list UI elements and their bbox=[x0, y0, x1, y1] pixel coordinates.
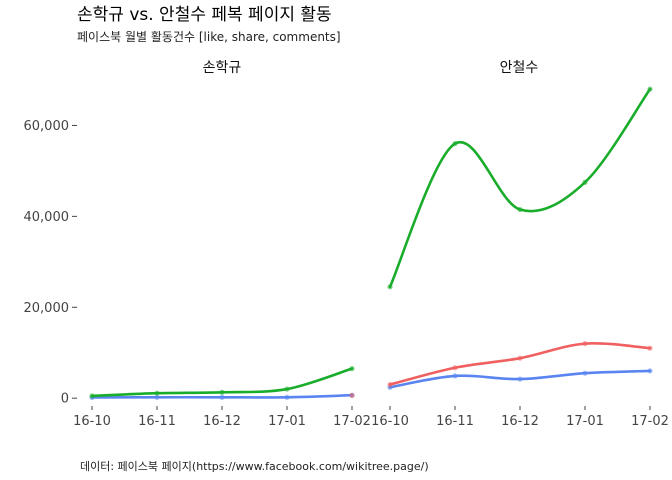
y-tick-label: 20,000 bbox=[24, 301, 70, 316]
data-point-comments bbox=[582, 370, 588, 376]
data-point-share bbox=[517, 355, 523, 361]
series-line-like bbox=[388, 87, 652, 289]
panel-1-label: 손학규 bbox=[203, 60, 242, 76]
x-tick-label: 16-11 bbox=[138, 414, 176, 429]
y-axis: 0 20,000 40,000 60,000 bbox=[24, 119, 77, 407]
x-tick-label: 16-12 bbox=[501, 414, 539, 429]
data-point-comments bbox=[154, 394, 160, 400]
data-point-like bbox=[219, 389, 225, 395]
data-point-comments bbox=[647, 368, 653, 374]
x-tick-label: 16-10 bbox=[73, 414, 111, 429]
data-point-share bbox=[349, 392, 355, 399]
data-point-like bbox=[284, 386, 290, 392]
data-point-share bbox=[452, 365, 458, 371]
data-point-like bbox=[452, 141, 458, 147]
data-point-like bbox=[89, 393, 95, 399]
data-point-share bbox=[582, 341, 588, 347]
x-axis: 16-10 16-11 16-12 17-01 17-02 16-10 16-11 16-12… bbox=[73, 406, 669, 429]
x-tick-label: 17-02 bbox=[333, 414, 371, 429]
data-point-comments bbox=[452, 373, 458, 379]
data-point-like bbox=[154, 390, 160, 396]
x-tick-label: 17-01 bbox=[268, 414, 306, 429]
x-tick-label: 16-11 bbox=[436, 414, 474, 429]
panel-2-label: 안철수 bbox=[500, 60, 539, 76]
panel-2 bbox=[387, 86, 653, 390]
x-tick-label: 16-12 bbox=[203, 414, 241, 429]
data-point-share bbox=[387, 381, 393, 388]
chart-title: 손학규 vs. 안철수 페복 페이지 활동 bbox=[77, 5, 332, 25]
plot-area bbox=[89, 86, 653, 401]
panel-1 bbox=[89, 366, 355, 401]
data-point-comments bbox=[219, 394, 225, 400]
y-tick-label: 40,000 bbox=[24, 210, 70, 225]
data-point-comments bbox=[284, 394, 290, 400]
data-point-like bbox=[582, 179, 588, 185]
data-point-like bbox=[387, 284, 393, 290]
data-point-like bbox=[647, 86, 653, 92]
data-point-like bbox=[517, 206, 523, 213]
data-point-comments bbox=[517, 376, 523, 382]
y-tick-label: 0 bbox=[61, 392, 69, 407]
x-tick-label: 17-01 bbox=[566, 414, 604, 429]
data-point-share bbox=[647, 345, 653, 351]
x-tick-label: 17-02 bbox=[631, 414, 669, 429]
y-tick-label: 60,000 bbox=[24, 119, 70, 134]
chart-caption: 데이터: 페이스북 페이지(https://www.facebook.com/w… bbox=[80, 460, 429, 473]
data-point-like bbox=[349, 366, 355, 372]
chart-subtitle: 페이스북 월별 활동건수 [like, share, comments] bbox=[77, 30, 341, 44]
x-tick-label: 16-10 bbox=[371, 414, 409, 429]
